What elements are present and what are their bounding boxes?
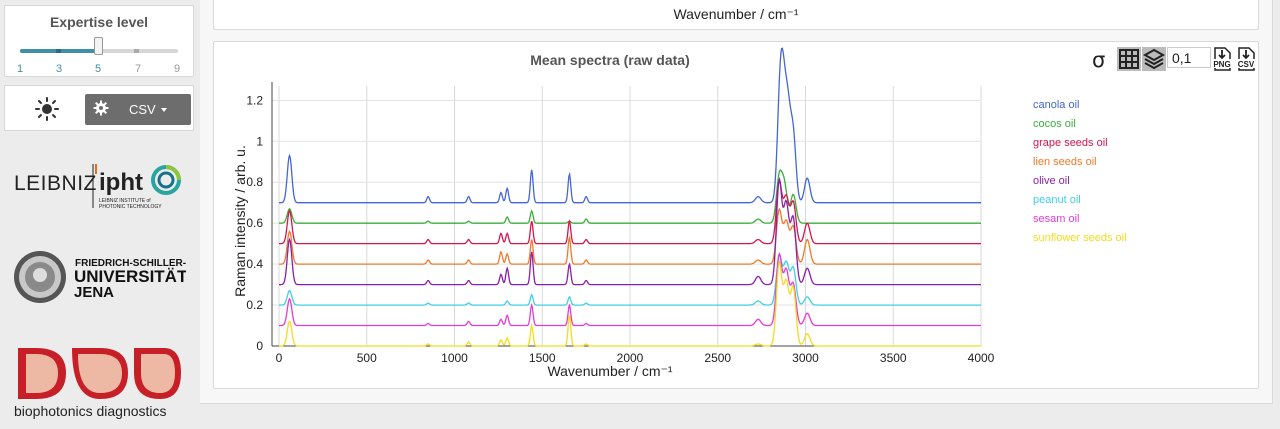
- x-tick-label: 2000: [617, 351, 644, 365]
- series-line: [279, 207, 981, 265]
- series-line: [279, 253, 981, 306]
- leibniz-sub1: LEIBNIZ INSTITUTE of: [99, 198, 151, 204]
- slider-tick-7: [134, 49, 139, 53]
- chevron-down-icon: [161, 108, 167, 112]
- upper-plot-xlabel: Wavenumber / cm⁻¹: [673, 6, 799, 22]
- export-csv-button[interactable]: CSV: [85, 94, 191, 125]
- y-tick-label: 0.8: [246, 175, 263, 189]
- y-tick-label: 0: [256, 339, 263, 353]
- controls-panel: CSV: [4, 85, 194, 131]
- series-line: [279, 259, 981, 347]
- expertise-title: Expertise level: [49, 14, 149, 30]
- sidebar: Expertise level 1 3 5 7 9: [0, 0, 200, 428]
- sun-icon[interactable]: [33, 97, 61, 121]
- slider-handle[interactable]: [94, 37, 103, 55]
- upper-plot-panel: Wavenumber / cm⁻¹: [213, 0, 1259, 30]
- leibniz-word: LEIBNIZ: [14, 172, 97, 195]
- sigma-icon[interactable]: σ: [1092, 48, 1106, 72]
- bpd-caption: biophotonics diagnostics: [14, 403, 167, 419]
- x-tick-label: 3500: [880, 351, 907, 365]
- ipht-word: ipht: [99, 169, 143, 196]
- export-label: CSV: [129, 102, 156, 117]
- series-line: [279, 178, 981, 245]
- level-label-3[interactable]: 3: [55, 63, 63, 75]
- series-line: [279, 252, 981, 327]
- expertise-panel: Expertise level 1 3 5 7 9: [4, 5, 194, 77]
- y-tick-label: 0.4: [246, 257, 263, 271]
- x-tick-label: 3000: [792, 351, 819, 365]
- series-line: [279, 176, 981, 286]
- x-tick-label: 1000: [441, 351, 468, 365]
- x-axis-label: Wavenumber / cm⁻¹: [547, 363, 672, 379]
- x-tick-label: 2500: [704, 351, 731, 365]
- leibniz-sub2: PHOTONIC TECHNOLOGY: [99, 204, 162, 210]
- legend-entry: peanut oil: [1033, 194, 1081, 206]
- x-tick-label: 500: [357, 351, 377, 365]
- mean-spectra-chart: Mean spectra (raw data) 0 500 1000 1500 2000…: [232, 47, 1127, 379]
- y-tick-label: 0.2: [246, 298, 263, 312]
- y-tick-label: 0.6: [246, 216, 263, 230]
- download-csv-icon[interactable]: CSV: [1235, 47, 1257, 71]
- csv-label: CSV: [1238, 60, 1255, 69]
- jena-line3: JENA: [74, 284, 114, 301]
- legend-entry: sesam oil: [1033, 213, 1079, 225]
- offset-input[interactable]: [1167, 47, 1211, 68]
- legend-entry: grape seeds oil: [1033, 137, 1108, 149]
- y-axis-label: Raman intensity / arb. u.: [232, 145, 248, 297]
- x-tick-label: 4000: [968, 351, 995, 365]
- legend-entry: sunflower seeds oil: [1033, 232, 1127, 244]
- biophotonics-diagnostics-logo: biophotonics diagnostics: [14, 344, 186, 424]
- legend-entry: lien seeds oil: [1033, 156, 1097, 168]
- level-label-1[interactable]: 1: [16, 63, 24, 75]
- layers-icon[interactable]: [1142, 47, 1166, 71]
- level-label-7[interactable]: 7: [134, 63, 142, 75]
- legend-entry: olive oil: [1033, 175, 1070, 187]
- level-label-5[interactable]: 5: [94, 63, 102, 75]
- x-tick-label: 0: [276, 351, 283, 365]
- jena-line2: UNIVERSITÄT: [74, 267, 186, 286]
- jena-line1: FRIEDRICH-SCHILLER-: [75, 258, 186, 269]
- y-tick-label: 1.2: [246, 93, 263, 107]
- legend-entry: canola oil: [1033, 99, 1079, 111]
- jena-university-logo: FRIEDRICH-SCHILLER- UNIVERSITÄT JENA: [14, 248, 188, 306]
- grid-icon[interactable]: [1117, 47, 1141, 71]
- gear-icon: [93, 100, 109, 116]
- y-tick-label: 1: [256, 134, 263, 148]
- leibniz-ipht-logo: LEIBNIZ ipht LEIBNIZ INSTITUTE of PHOTON…: [14, 160, 186, 212]
- legend-entry: cocos oil: [1033, 118, 1076, 130]
- series-line: [279, 169, 981, 224]
- chart-title: Mean spectra (raw data): [530, 52, 690, 68]
- level-label-9[interactable]: 9: [173, 63, 181, 75]
- download-png-icon[interactable]: PNG: [1211, 47, 1233, 71]
- png-label: PNG: [1213, 60, 1230, 69]
- series-line: [279, 47, 981, 204]
- slider-tick-3: [56, 49, 61, 53]
- x-tick-label: 1500: [529, 351, 556, 365]
- mean-spectra-panel: σ PNG CSV Mean spectra (raw data) 050010…: [213, 41, 1259, 389]
